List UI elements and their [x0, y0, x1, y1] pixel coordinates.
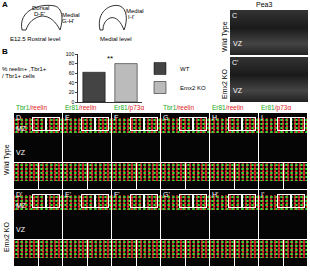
html-text:C': C'	[232, 59, 239, 66]
html-text:Er81 /reelin: Er81 /reelin	[65, 104, 97, 111]
html-text:C: C	[232, 12, 238, 19]
html-text:MZ: MZ	[16, 202, 27, 209]
svg-text:**: **	[107, 54, 113, 63]
html-text:Emx2 KO: Emx2 KO	[221, 69, 228, 99]
html-text:Dorsal: Dorsal	[32, 5, 50, 11]
html-text:Er81 /p73α: Er81 /p73α	[114, 104, 145, 111]
html-text:Tbr1 /reelin: Tbr1 /reelin	[16, 104, 48, 111]
html-text:G': G'	[163, 191, 170, 198]
html-text:D-F': D-F'	[34, 11, 46, 17]
html-text:MZ: MZ	[16, 125, 27, 132]
html-text:VZ: VZ	[16, 226, 25, 233]
html-text:E: E	[65, 114, 70, 121]
svg-text:80: 80	[69, 60, 75, 66]
svg-text:100: 100	[66, 51, 75, 57]
html-text:Wild Type: Wild Type	[3, 144, 10, 175]
svg-text:60: 60	[69, 70, 75, 76]
html-text:G: G	[163, 114, 169, 121]
html-text:G-H': G-H'	[62, 18, 75, 24]
html-text:D': D'	[16, 191, 23, 198]
html-text:Tbr1 /reelin: Tbr1 /reelin	[163, 104, 195, 111]
svg-text:40: 40	[69, 80, 75, 86]
html-text:Pea3: Pea3	[256, 1, 273, 8]
html-text:Medial level: Medial level	[100, 36, 132, 42]
html-text:I-I': I-I'	[128, 14, 135, 20]
html-text:Medial: Medial	[62, 12, 80, 18]
html-text:Emx2 KO: Emx2 KO	[3, 222, 10, 252]
html-text:E': E'	[65, 191, 71, 198]
html-text:D: D	[16, 114, 22, 121]
html-text:VZ: VZ	[16, 149, 25, 156]
html-text:F: F	[114, 114, 119, 121]
svg-text:0: 0	[71, 99, 74, 105]
html-text:I': I'	[261, 191, 265, 198]
html-text:I: I	[261, 114, 263, 121]
html-text:VZ: VZ	[233, 87, 242, 94]
html-text:A: A	[2, 0, 8, 9]
html-text:H': H'	[212, 191, 219, 198]
html-text:/ Tbr1+ cells: / Tbr1+ cells	[2, 73, 35, 79]
html-text:E12.5 Rostral level: E12.5 Rostral level	[10, 36, 61, 42]
svg-text:WT: WT	[180, 66, 190, 72]
html-text:% reelin+ ,Tbr1+: % reelin+ ,Tbr1+	[2, 66, 47, 72]
html-text:B: B	[2, 47, 8, 56]
svg-text:Emx2 KO: Emx2 KO	[180, 85, 206, 91]
html-text:H: H	[212, 114, 218, 121]
html-text:Er81 /reelin: Er81 /reelin	[212, 104, 244, 111]
html-text:Wild Type: Wild Type	[221, 21, 228, 52]
html-text:F': F'	[114, 191, 120, 198]
html-text:VZ: VZ	[233, 40, 242, 47]
html-text:Er81 /p73α: Er81 /p73α	[261, 104, 292, 111]
svg-text:20: 20	[69, 89, 75, 95]
html-text:Medial: Medial	[126, 8, 144, 14]
